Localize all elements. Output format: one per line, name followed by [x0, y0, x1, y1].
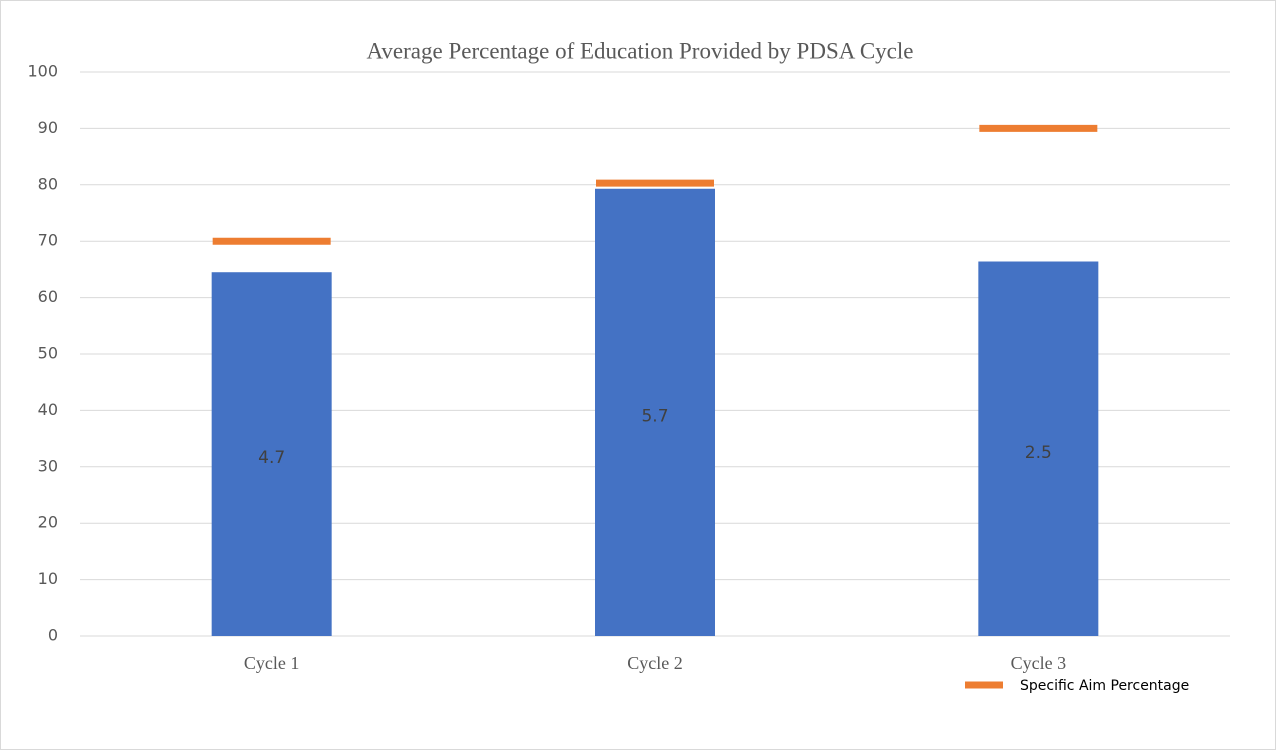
y-tick-label: 60 — [38, 287, 58, 306]
x-tick-label: Cycle 3 — [1011, 653, 1067, 673]
y-tick-label: 80 — [38, 174, 58, 193]
bar-annotation: 2.5 — [1025, 443, 1052, 463]
y-tick-label: 0 — [48, 626, 58, 645]
y-tick-label: 40 — [38, 400, 58, 419]
legend-label: Specific Aim Percentage — [1020, 678, 1189, 694]
y-tick-label: 100 — [27, 62, 58, 81]
y-tick-label: 90 — [38, 118, 58, 137]
bar — [978, 261, 1099, 636]
bar-annotation: 4.7 — [258, 448, 285, 468]
x-tick-label: Cycle 2 — [627, 653, 683, 673]
bar-annotation: 5.7 — [641, 406, 668, 426]
y-tick-label: 70 — [38, 231, 58, 250]
x-tick-label: Cycle 1 — [244, 653, 300, 673]
y-tick-label: 30 — [38, 456, 58, 475]
y-tick-label: 10 — [38, 569, 58, 588]
bar — [595, 188, 715, 637]
y-tick-label: 50 — [38, 344, 58, 363]
bar — [211, 272, 332, 636]
chart-title: Average Percentage of Education Provided… — [367, 38, 914, 63]
y-tick-label: 20 — [38, 513, 58, 532]
